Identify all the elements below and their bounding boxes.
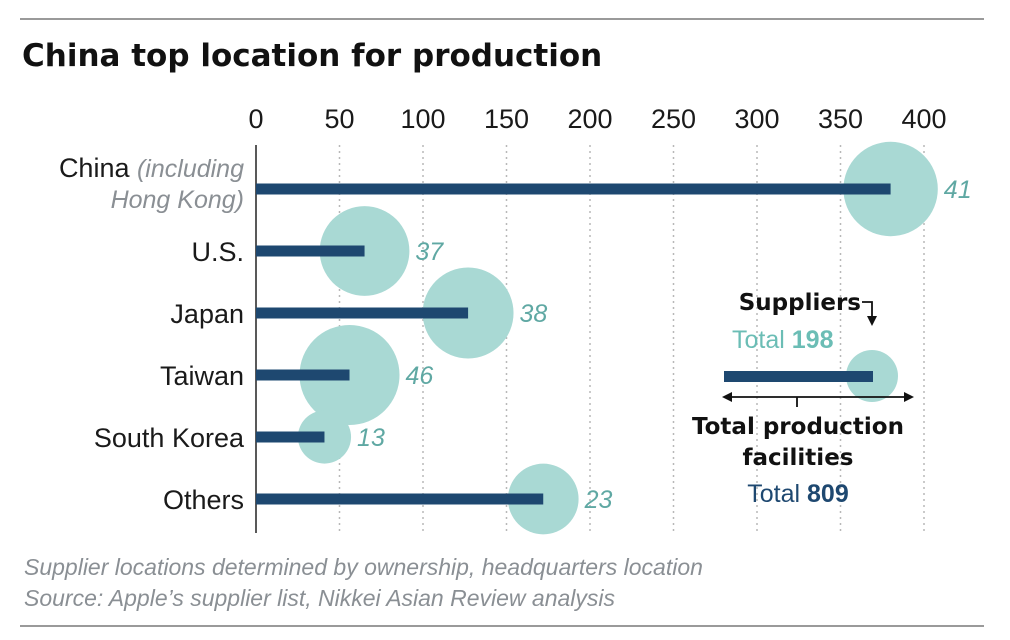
category-label: Others (163, 485, 244, 515)
note-methodology: Supplier locations determined by ownersh… (24, 554, 703, 580)
facility-bar (256, 307, 469, 319)
facility-bar (256, 493, 544, 505)
x-tick-label: 250 (651, 104, 696, 134)
supplier-value-labels: 41 37 38 46 13 23 (357, 176, 972, 514)
x-tick-label: 300 (734, 104, 779, 134)
supplier-value-label: 41 (944, 176, 972, 204)
gridlines (338, 145, 925, 533)
x-tick-label: 0 (248, 104, 263, 134)
category-labels: China (including Hong Kong) U.S. Japan Taiwa… (59, 153, 245, 515)
note-source: Source: Apple’s supplier list, Nikkei As… (24, 585, 616, 611)
legend-bracket-right-arrowhead (904, 392, 914, 402)
supplier-value-label: 37 (415, 238, 444, 266)
legend-facilities-label-line1: Total production (692, 414, 904, 440)
category-label: Taiwan (160, 361, 244, 391)
facility-bars (256, 183, 891, 505)
x-tick-label: 350 (818, 104, 863, 134)
x-tick-label: 400 (901, 104, 946, 134)
facility-bar (256, 369, 350, 381)
supplier-value-label: 46 (406, 362, 434, 390)
category-label: South Korea (94, 423, 245, 453)
category-label: Japan (170, 299, 244, 329)
facility-bar (256, 183, 891, 195)
legend-suppliers-total-prefix: Total (732, 326, 792, 354)
supplier-value-label: 13 (357, 424, 385, 452)
x-axis-ticks: 0 50 100 150 200 250 300 350 400 (248, 104, 946, 134)
category-label-sub: (including (137, 155, 244, 183)
category-label-main: China (59, 153, 137, 183)
legend-suppliers-total: Total 198 (732, 326, 834, 354)
legend-facilities-total-value: 809 (807, 480, 849, 508)
legend-facilities-total: Total 809 (747, 480, 848, 508)
category-label: U.S. (191, 237, 244, 267)
x-tick-label: 100 (400, 104, 445, 134)
x-tick-label: 200 (567, 104, 612, 134)
legend-suppliers-arrow (862, 301, 873, 318)
supplier-value-label: 38 (520, 300, 548, 328)
legend-facilities-label-line2: facilities (743, 445, 854, 471)
legend-facilities-bar (724, 371, 873, 382)
legend-suppliers-label: Suppliers (739, 290, 861, 316)
legend-suppliers-total-value: 198 (792, 326, 834, 354)
legend-facilities-total-prefix: Total (747, 480, 807, 508)
category-label-sub-line2: Hong Kong) (111, 186, 244, 214)
supplier-bubbles (297, 141, 938, 535)
facility-bar (256, 245, 365, 257)
legend-suppliers-arrowhead (867, 316, 877, 326)
x-tick-label: 150 (484, 104, 529, 134)
legend: Suppliers Total 198 Total production fac… (692, 290, 914, 508)
x-tick-label: 50 (324, 104, 354, 134)
supplier-value-label: 23 (584, 486, 613, 514)
legend-bracket-left-arrowhead (722, 392, 732, 402)
chart-title: China top location for production (22, 38, 602, 74)
category-label: China (including (59, 153, 244, 183)
facility-bar (256, 431, 325, 443)
